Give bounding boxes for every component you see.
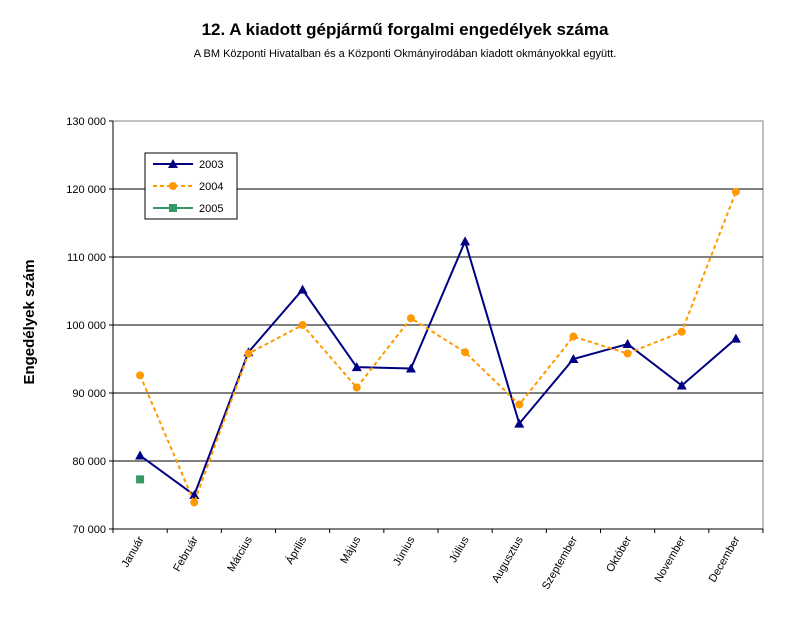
series-line-2004: [139, 191, 737, 506]
y-tick-label: 130 000: [66, 116, 106, 128]
legend-label-2005: 2005: [199, 203, 223, 215]
data-point-2003: [622, 339, 633, 349]
y-axis-ticks: 70 000 80 000 90 000 100 000 110 000 120 000 1…: [66, 116, 113, 536]
data-point-2004: [190, 498, 199, 507]
x-tick-label: November: [653, 534, 689, 584]
data-point-2003: [676, 380, 687, 390]
data-point-2005: [136, 475, 145, 484]
data-point-2003: [568, 354, 579, 363]
legend-marker-2003: [168, 159, 178, 168]
data-point-2004: [298, 321, 307, 329]
series-group: [135, 187, 741, 507]
y-tick-label: 80 000: [72, 456, 106, 468]
data-point-2004: [136, 371, 145, 380]
legend-label-2003: 2003: [199, 159, 223, 171]
data-point-2004: [244, 349, 253, 358]
x-tick-label: Január: [119, 534, 146, 569]
data-point-2004: [461, 348, 470, 357]
data-point-2004: [515, 400, 524, 409]
series-2004: [136, 187, 740, 507]
y-axis-label: Engedélyek szám: [21, 259, 38, 384]
y-tick-label: 120 000: [66, 184, 106, 196]
series-2005: [136, 475, 145, 484]
legend-label-2004: 2004: [199, 181, 223, 193]
data-point-2003: [460, 236, 471, 246]
legend: 2003 2004 2005: [144, 152, 238, 220]
x-tick-label: Szeptember: [540, 534, 580, 592]
x-tick-label: Július: [447, 534, 472, 565]
x-tick-label: Április: [283, 534, 309, 567]
y-tick-label: 70 000: [72, 524, 106, 536]
data-point-2003: [730, 333, 741, 343]
x-tick-label: Március: [225, 534, 255, 574]
y-tick-label: 110 000: [67, 252, 106, 264]
chart-subtitle: A BM Központi Hivatalban és a Központi O…: [193, 48, 617, 60]
chart-title: 12. A kiadott gépjármű forgalmi engedély…: [201, 20, 609, 39]
data-point-2004: [569, 332, 578, 341]
y-tick-label: 100 000: [66, 320, 106, 332]
data-point-2003: [351, 362, 362, 372]
data-point-2003: [189, 490, 200, 499]
x-tick-label: Február: [171, 534, 201, 574]
data-point-2004: [352, 383, 361, 392]
legend-marker-2004: [169, 182, 177, 190]
data-point-2004: [623, 349, 632, 358]
data-point-2003: [135, 450, 146, 460]
data-point-2004: [731, 187, 740, 196]
data-point-2003: [514, 418, 525, 428]
data-point-2003: [405, 363, 416, 373]
legend-marker-2005: [169, 204, 177, 212]
x-tick-label: December: [707, 534, 743, 584]
x-tick-label: Október: [604, 534, 634, 574]
data-point-2004: [406, 314, 415, 323]
y-tick-label: 90 000: [72, 388, 106, 400]
x-tick-label: Június: [391, 534, 418, 568]
data-point-2004: [677, 327, 686, 336]
data-point-2003: [297, 284, 308, 294]
x-tick-label: Május: [338, 534, 363, 566]
x-tick-label: Augusztus: [490, 534, 526, 585]
